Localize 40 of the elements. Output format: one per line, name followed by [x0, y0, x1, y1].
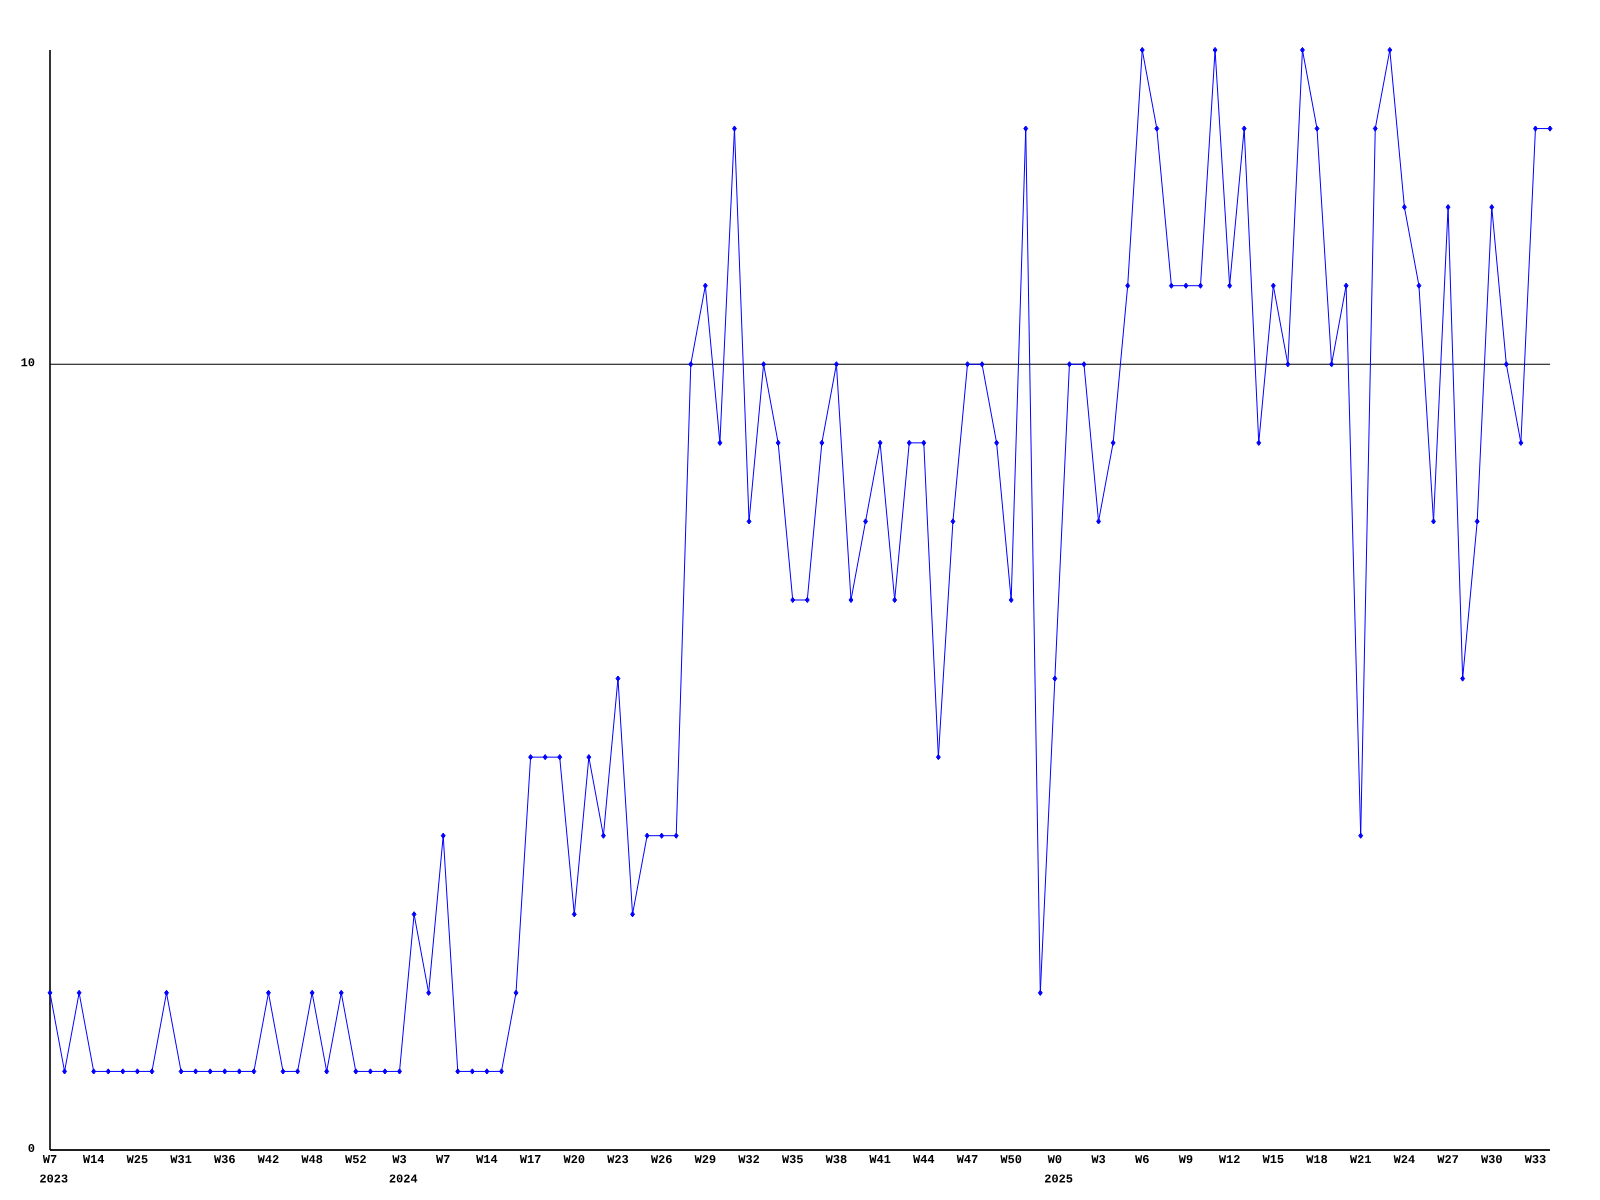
text: 2023: [40, 1174, 68, 1183]
y-tick-label: 0: [28, 1143, 35, 1153]
x-tick-label: W35: [781, 1155, 803, 1164]
x-tick-label: W44: [913, 1155, 935, 1163]
x-tick-label: W15: [1262, 1155, 1284, 1164]
x-tick-label: W33: [1524, 1155, 1546, 1164]
text: 2024: [389, 1174, 418, 1183]
x-tick-label: W36: [214, 1155, 235, 1164]
x-tick-label: W21: [1349, 1155, 1371, 1164]
x-tick-label: W24: [1393, 1155, 1415, 1164]
x-tick-label: W7: [42, 1155, 57, 1163]
x-tick-label: W12: [1218, 1155, 1240, 1164]
x-tick-label: W30: [1481, 1155, 1502, 1164]
x-tick-label: W0: [1047, 1155, 1062, 1164]
x-tick-label: W31: [170, 1155, 192, 1164]
x-tick-label: W29: [694, 1155, 716, 1164]
x-tick-label: W25: [126, 1155, 148, 1164]
x-tick-label: W23: [607, 1155, 629, 1164]
x-tick-label: W3: [392, 1155, 407, 1164]
x-tick-label: W27: [1437, 1155, 1459, 1164]
x-tick-label: W47: [956, 1155, 978, 1163]
x-tick-label: W52: [345, 1155, 366, 1164]
x-tick-label: W7: [436, 1155, 450, 1163]
x-tick-label: W6: [1135, 1155, 1149, 1164]
x-tick-label: W32: [738, 1155, 760, 1164]
x-tick-label: W41: [869, 1155, 891, 1163]
y-tick-label: 10: [21, 358, 35, 367]
x-tick-label: W50: [1000, 1155, 1022, 1164]
x-tick-label: W20: [563, 1155, 585, 1164]
x-tick-label: W14: [82, 1155, 105, 1163]
x-tick-label: W48: [301, 1155, 323, 1164]
x-tick-label: W17: [519, 1155, 541, 1163]
x-tick-label: W14: [476, 1155, 498, 1163]
x-tick-label: W38: [825, 1155, 847, 1164]
x-tick-label: W9: [1178, 1155, 1193, 1164]
x-tick-label: W26: [650, 1155, 672, 1164]
x-tick-label: W3: [1091, 1155, 1106, 1164]
text: 2025: [1044, 1174, 1073, 1183]
x-tick-label: W18: [1306, 1155, 1328, 1164]
x-tick-label: W42: [257, 1155, 279, 1164]
